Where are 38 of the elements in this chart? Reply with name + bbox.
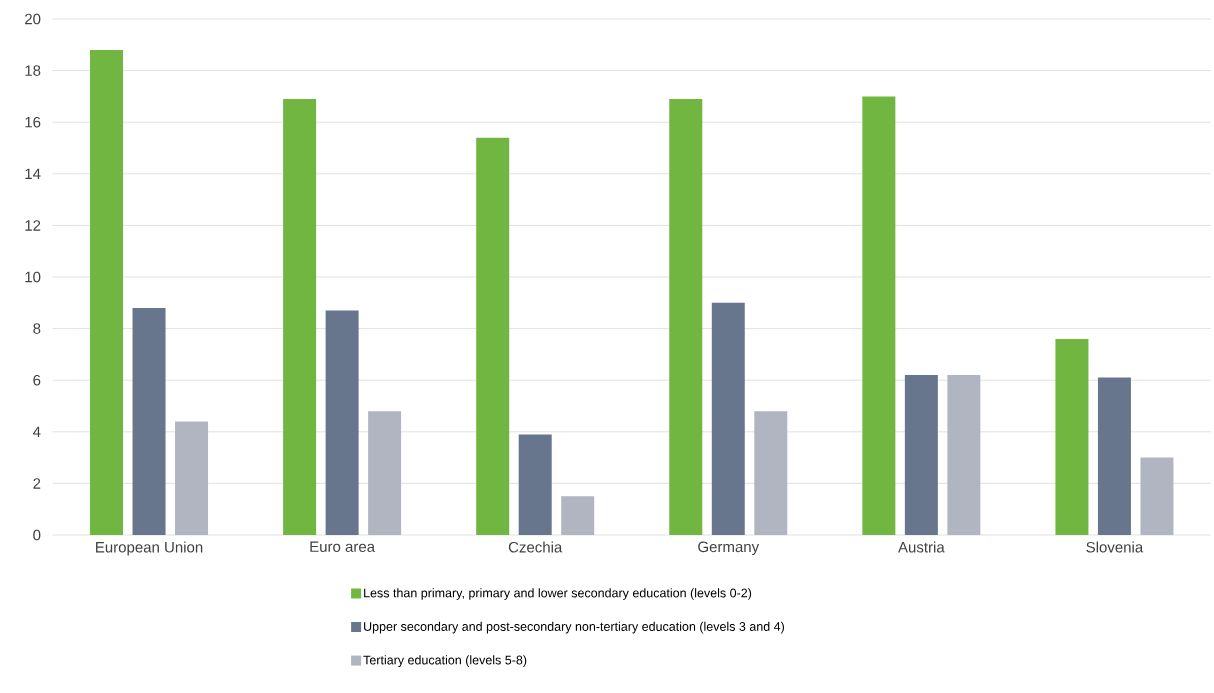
bar — [175, 421, 209, 535]
y-tick-label: 8 — [33, 323, 41, 334]
bar — [754, 411, 788, 535]
bar — [1097, 377, 1131, 535]
x-tick-label: Czechia — [508, 541, 563, 553]
y-tick-label: 2 — [33, 478, 41, 489]
y-tick-label: 10 — [25, 271, 41, 283]
bar — [904, 375, 938, 535]
x-tick-label: Germany — [698, 541, 760, 556]
bar — [862, 96, 896, 535]
legend-label: Upper secondary and post-secondary non-tertiary education (levels 3 and 4) — [364, 621, 785, 634]
y-tick-label: 16 — [25, 116, 41, 128]
bar — [325, 310, 359, 535]
y-tick-label: 12 — [25, 220, 41, 231]
legend-label: Tertiary education (levels 5-8) — [363, 655, 527, 667]
x-tick-label: Euro area — [310, 541, 376, 552]
y-tick-label: 0 — [33, 529, 41, 541]
bar — [518, 434, 552, 535]
bar — [711, 302, 745, 535]
x-tick-label: Slovenia — [1086, 541, 1144, 553]
y-tick-label: 6 — [33, 374, 41, 386]
y-tick-label: 14 — [25, 168, 41, 179]
bar — [669, 98, 703, 535]
bar — [1140, 457, 1174, 535]
bar — [90, 49, 124, 535]
bar — [132, 307, 166, 535]
bar — [561, 496, 595, 535]
y-tick-label: 20 — [25, 13, 41, 25]
y-tick-label: 4 — [32, 426, 41, 437]
x-tick-label: Austria — [898, 541, 945, 553]
legend-label: Less than primary, primary and lower secondary education (levels 0-2) — [364, 588, 752, 600]
bar — [283, 98, 317, 535]
x-tick-label: European Union — [96, 541, 203, 556]
y-tick-label: 18 — [25, 65, 41, 76]
bar — [947, 375, 981, 535]
bar — [368, 411, 402, 535]
bar — [476, 137, 510, 535]
bar — [1055, 338, 1089, 535]
